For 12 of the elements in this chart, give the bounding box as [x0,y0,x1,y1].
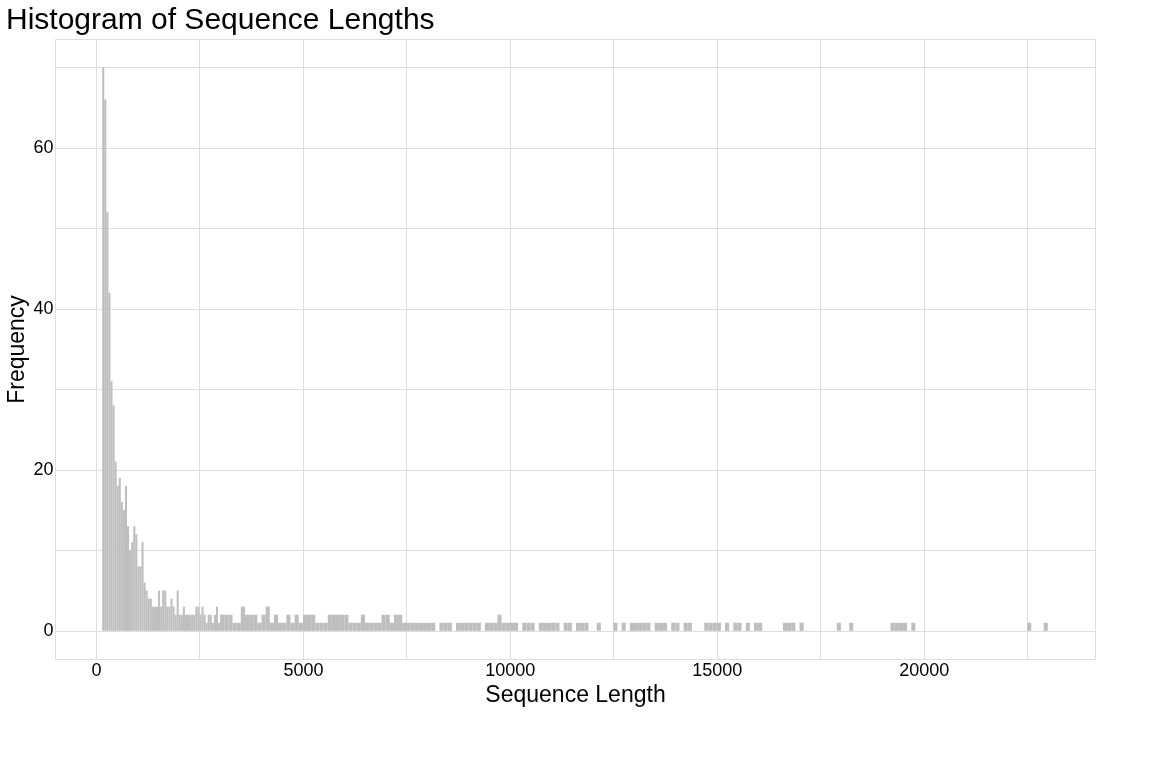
x-tick-label: 0 [91,659,102,680]
x-tick-label: 15000 [692,659,743,680]
y-tick-label: 40 [33,298,54,319]
x-tick-label: 5000 [283,659,324,680]
x-tick-label: 20000 [899,659,950,680]
y-axis-title: Frequency [3,294,30,404]
x-axis-title: Sequence Length [485,680,666,707]
x-tick-label: 10000 [485,659,536,680]
y-tick-label: 60 [33,137,54,158]
chart-title: Histogram of Sequence Lengths [5,2,435,35]
y-tick-label: 20 [33,459,54,480]
y-tick-label: 0 [43,620,54,641]
